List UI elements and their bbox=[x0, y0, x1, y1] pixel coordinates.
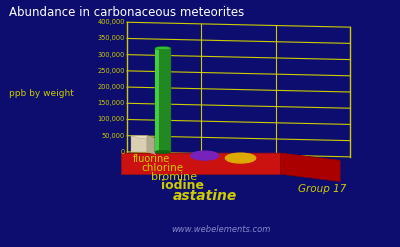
Polygon shape bbox=[131, 136, 155, 138]
Text: 250,000: 250,000 bbox=[98, 68, 125, 74]
Text: ppb by weight: ppb by weight bbox=[9, 89, 74, 98]
Text: bromine: bromine bbox=[151, 172, 197, 182]
Text: fluorine: fluorine bbox=[133, 154, 170, 164]
FancyBboxPatch shape bbox=[155, 48, 159, 152]
Ellipse shape bbox=[155, 150, 171, 154]
Polygon shape bbox=[121, 153, 280, 174]
Text: 400,000: 400,000 bbox=[98, 19, 125, 25]
Text: iodine: iodine bbox=[161, 179, 204, 192]
Text: 0: 0 bbox=[121, 149, 125, 155]
Text: Group 17: Group 17 bbox=[298, 184, 347, 194]
Text: 100,000: 100,000 bbox=[98, 117, 125, 123]
Text: www.webelements.com: www.webelements.com bbox=[171, 225, 270, 234]
Ellipse shape bbox=[226, 153, 256, 163]
Text: Abundance in carbonaceous meteorites: Abundance in carbonaceous meteorites bbox=[10, 6, 245, 19]
Text: chlorine: chlorine bbox=[141, 163, 183, 173]
Text: 200,000: 200,000 bbox=[98, 84, 125, 90]
Polygon shape bbox=[147, 136, 155, 154]
Text: 50,000: 50,000 bbox=[102, 133, 125, 139]
Text: 300,000: 300,000 bbox=[98, 52, 125, 58]
Polygon shape bbox=[280, 153, 340, 182]
Text: 350,000: 350,000 bbox=[98, 35, 125, 41]
FancyBboxPatch shape bbox=[131, 136, 147, 152]
Ellipse shape bbox=[191, 151, 219, 160]
Polygon shape bbox=[121, 153, 340, 161]
Text: astatine: astatine bbox=[173, 189, 237, 203]
Ellipse shape bbox=[155, 46, 171, 50]
Text: 150,000: 150,000 bbox=[98, 100, 125, 106]
FancyBboxPatch shape bbox=[155, 48, 171, 152]
